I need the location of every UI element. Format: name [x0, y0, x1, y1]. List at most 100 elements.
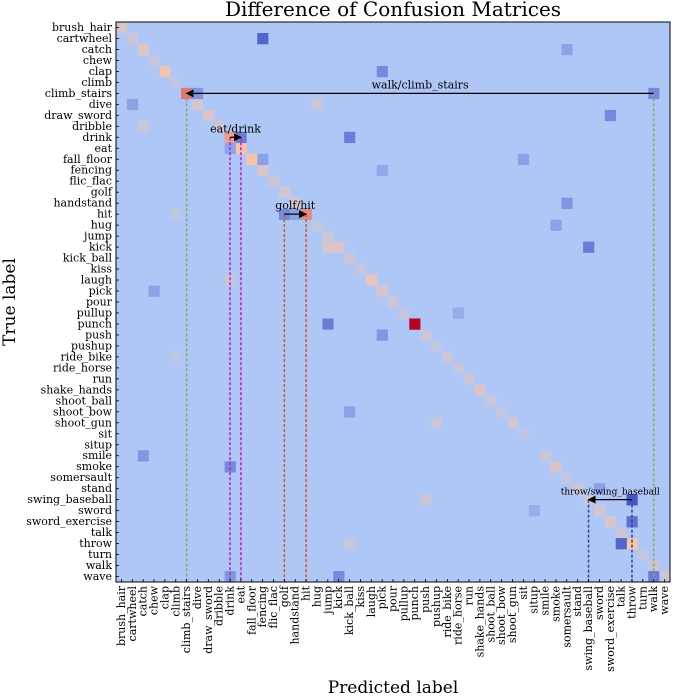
- heatmap-cell: [170, 76, 182, 89]
- x-tick-label: smile: [539, 586, 552, 616]
- x-tick-label: smoke: [549, 586, 562, 622]
- x-tick-label: sword_exercise: [604, 586, 617, 672]
- heatmap-cell: [507, 417, 519, 429]
- heatmap-cell: [376, 329, 388, 341]
- x-tick-label: draw_sword: [202, 586, 215, 654]
- guide-lines: [185, 93, 655, 582]
- heatmap-cell: [431, 417, 443, 429]
- x-tick-label: climb_stairs: [180, 586, 193, 654]
- y-tick-label: golf: [91, 186, 113, 199]
- x-tick-label: turn: [636, 586, 649, 610]
- y-tick-label: kick_ball: [63, 252, 113, 265]
- heatmap-cell: [148, 285, 160, 297]
- heatmap-cell: [344, 131, 356, 144]
- heatmap-cell: [626, 538, 638, 550]
- heatmap-cell: [452, 362, 464, 374]
- heatmap-cell: [311, 98, 323, 111]
- x-tick-label: climb: [169, 586, 182, 617]
- x-tick-label: run: [463, 586, 476, 605]
- y-tick-label: punch: [78, 317, 112, 330]
- y-axis-title: True label: [0, 258, 20, 346]
- heatmap-cell: [344, 538, 356, 550]
- x-tick-label: kick_ball: [343, 586, 356, 636]
- y-tick-label: ride_horse: [53, 361, 112, 374]
- y-tick-label: throw: [79, 537, 112, 550]
- heatmap-cell: [583, 241, 595, 253]
- x-tick-label: punch: [408, 586, 421, 620]
- x-tick-label: dive: [191, 586, 204, 609]
- heatmap-cell: [420, 494, 432, 506]
- chart-title: Difference of Confusion Matrices: [225, 0, 561, 21]
- y-tick-label: climb_stairs: [45, 87, 113, 100]
- x-tick-label: drink: [224, 586, 237, 616]
- heatmap-cell: [387, 296, 399, 308]
- y-tick-label: pushup: [71, 339, 112, 352]
- y-tick-label: climb: [81, 76, 112, 89]
- y-tick-label: pick: [89, 285, 113, 298]
- x-tick-label: stand: [571, 586, 584, 617]
- heatmap-cell: [257, 32, 269, 45]
- heatmap-cell: [224, 461, 236, 473]
- y-tick-label: sit: [98, 427, 112, 440]
- heatmap-cell: [539, 450, 551, 462]
- x-tick-label: clap: [158, 586, 171, 609]
- heatmap-cell: [376, 285, 388, 297]
- x-tick-label: dribble: [213, 586, 226, 626]
- heatmap-cell: [354, 263, 367, 275]
- heatmap-cell: [485, 395, 497, 407]
- x-tick-label: laugh: [365, 586, 378, 617]
- x-tick-label: kick: [332, 586, 345, 609]
- y-tick-label: draw_sword: [44, 109, 112, 122]
- y-tick-label: dribble: [72, 120, 112, 133]
- y-tick-label: talk: [91, 526, 112, 539]
- y-tick-label: laugh: [81, 274, 112, 287]
- y-tick-label: catch: [82, 43, 112, 56]
- annotation-label: golf/hit: [275, 199, 316, 212]
- heatmap-cell: [420, 329, 432, 341]
- x-tick-label: throw: [625, 585, 638, 618]
- heatmap-cell: [572, 483, 584, 495]
- x-tick-label: situp: [528, 586, 541, 614]
- x-tick-label: sword: [593, 586, 606, 620]
- y-tick-label: jump: [82, 230, 112, 243]
- y-tick-label: brush_hair: [52, 21, 113, 34]
- heatmap-cell: [278, 186, 291, 198]
- heatmap-cell: [311, 219, 323, 231]
- heatmap-cell: [170, 208, 182, 220]
- y-tick-label: pullup: [77, 306, 112, 319]
- heatmap-cell: [496, 406, 508, 418]
- heatmap-cell: [126, 98, 139, 111]
- heatmap-cell: [604, 516, 616, 528]
- heatmap-cell: [517, 428, 530, 440]
- heatmap-cell: [202, 109, 215, 122]
- y-tick-label: smoke: [76, 460, 112, 473]
- x-tick-label: brush_hair: [115, 585, 128, 646]
- x-tick-label: sit: [517, 585, 530, 599]
- heatmap-cell: [550, 219, 562, 231]
- y-tick-label: chew: [83, 54, 113, 67]
- heatmap-cell: [257, 164, 269, 177]
- x-tick-label: somersault: [560, 585, 573, 647]
- x-tick-label: flic_flac: [267, 586, 280, 629]
- y-tick-label: wave: [83, 570, 112, 583]
- x-tick-label: fall_floor: [245, 585, 258, 635]
- y-tick-label: shoot_bow: [53, 405, 113, 418]
- heatmap-cell: [116, 22, 128, 34]
- heatmap-cell: [376, 164, 388, 177]
- x-tick-label: talk: [615, 586, 628, 607]
- x-tick-label: pushup: [430, 586, 443, 627]
- x-tick-label: wave: [658, 586, 671, 615]
- x-tick-label: shoot_bow: [495, 585, 508, 645]
- annotation-label: throw/swing_baseball: [561, 488, 660, 498]
- annotations: walk/climb_stairs eat/drink golf/hit throw/…: [185, 78, 660, 504]
- heatmap-cell: [593, 483, 606, 495]
- heatmap-cell: [344, 406, 356, 418]
- x-tick-label: catch: [137, 586, 150, 616]
- heatmap-cell: [137, 450, 149, 462]
- y-tick-label: shoot_gun: [55, 416, 112, 429]
- heatmap-cell: [224, 571, 236, 583]
- heatmap-cell: [148, 54, 160, 67]
- y-tick-label: shake_hands: [41, 383, 113, 396]
- heatmap-cell: [322, 230, 334, 242]
- x-tick-label: handstand: [289, 586, 302, 645]
